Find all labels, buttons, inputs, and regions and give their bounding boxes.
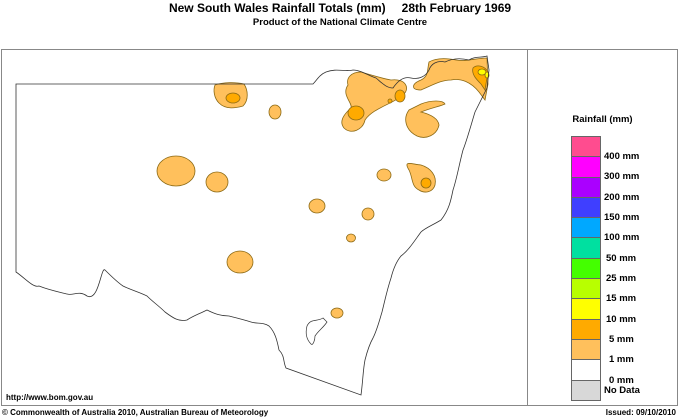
legend-label: 15 mm xyxy=(606,293,637,304)
legend-label: 150 mm xyxy=(604,212,640,223)
map-title: New South Wales Rainfall Totals (mm) 28th… xyxy=(0,0,680,16)
legend-color-bar xyxy=(571,136,601,401)
map-frame: http://www.bom.gov.au Rainfall (mm) 400 … xyxy=(1,49,678,406)
legend-label: 400 mm xyxy=(604,151,640,162)
issued-date: Issued: 09/10/2010 xyxy=(605,408,676,417)
legend-swatch-0-1 xyxy=(571,359,601,380)
legend-swatch-25-50 xyxy=(571,257,601,279)
legend-label: 5 mm xyxy=(609,334,634,345)
legend-label: 50 mm xyxy=(606,253,637,264)
legend-swatch-10-15 xyxy=(571,298,601,319)
map-subtitle: Product of the National Climate Centre xyxy=(252,17,428,28)
title-date: 28th February 1969 xyxy=(401,1,512,15)
legend-swatch-1-5 xyxy=(571,338,601,360)
legend-swatch-5-10 xyxy=(571,318,601,339)
legend-swatch-50-100 xyxy=(571,237,601,258)
legend-label: 1 mm xyxy=(609,354,634,365)
rainfall-1-5mm-areas xyxy=(156,57,489,319)
rainfall-5-10mm-areas xyxy=(225,65,489,189)
legend-swatch-150-200 xyxy=(571,196,601,218)
title-text: New South Wales Rainfall Totals (mm) xyxy=(168,1,386,15)
nsw-state-outline xyxy=(15,55,490,396)
act-outline xyxy=(305,317,328,345)
legend-swatch-200-300 xyxy=(571,176,601,197)
legend-swatch-no-data xyxy=(571,379,601,401)
legend-label: 10 mm xyxy=(606,314,637,325)
legend-label: 300 mm xyxy=(604,171,640,182)
legend-label: 200 mm xyxy=(604,192,640,203)
legend-title: Rainfall (mm) xyxy=(572,114,633,125)
legend-label: 0 mm xyxy=(609,375,634,386)
source-url[interactable]: http://www.bom.gov.au xyxy=(6,393,94,402)
legend-label: 100 mm xyxy=(604,232,640,243)
legend-swatch-100-150 xyxy=(571,217,601,238)
legend-panel: Rainfall (mm) 400 mm 300 mm 200 mm 150 m… xyxy=(528,50,677,405)
nsw-rainfall-map xyxy=(15,55,490,396)
legend-swatch-15-25 xyxy=(571,278,601,299)
map-panel: http://www.bom.gov.au xyxy=(2,50,528,405)
legend-swatch-300-400 xyxy=(571,156,601,177)
legend-label: 25 mm xyxy=(606,273,637,284)
legend-label: No Data xyxy=(604,385,640,396)
copyright-notice: © Commonwealth of Australia 2010, Austra… xyxy=(2,408,269,417)
legend-swatch-400-plus xyxy=(571,136,601,157)
